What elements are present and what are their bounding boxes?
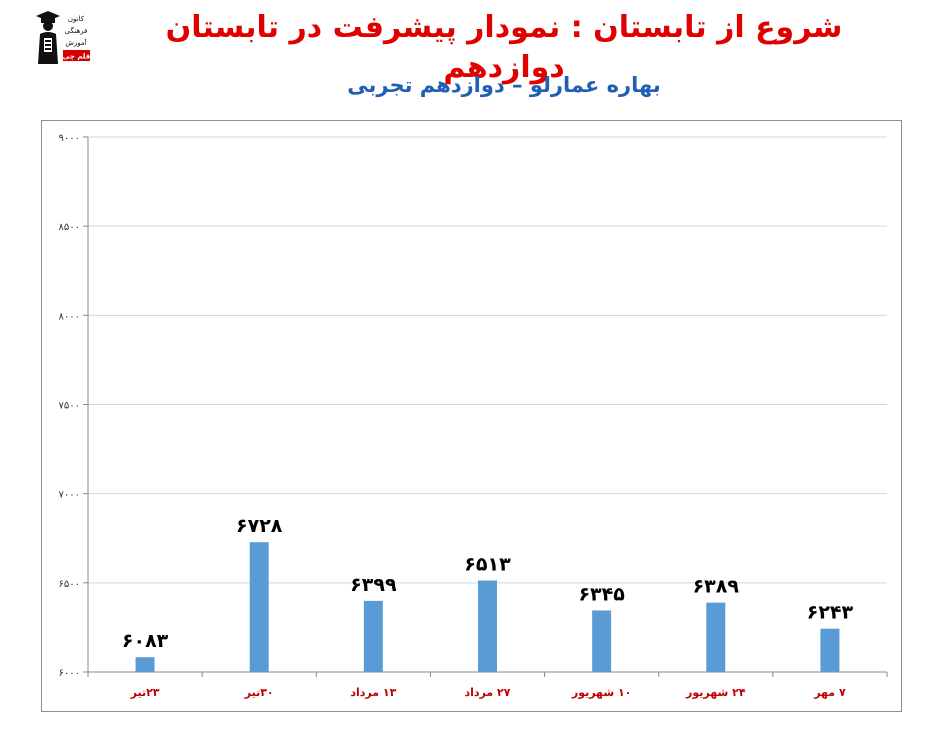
x-tick-label: ۱۳ مرداد <box>350 686 396 699</box>
x-tick-label: ۳۰تیر <box>244 686 274 699</box>
y-tick-label: ۸۰۰۰ <box>59 311 80 322</box>
y-tick-label: ۶۰۰۰ <box>59 668 80 679</box>
x-tick-label: ۱۰ شهریور <box>571 686 632 699</box>
bar <box>249 542 269 672</box>
x-tick-label: ۷ مهر <box>813 686 846 699</box>
bar <box>592 610 612 672</box>
data-label: ۶۷۲۸ <box>236 515 283 537</box>
data-label: ۶۳۴۵ <box>578 583 625 605</box>
bar <box>135 657 155 672</box>
y-tick-label: ۸۵۰۰ <box>59 222 80 233</box>
x-tick-label: ۲۷ مرداد <box>465 686 511 699</box>
svg-text:قلم چی: قلم چی <box>63 53 91 61</box>
chart-area: ۶۰۰۰ ۶۵۰۰ ۷۰۰۰ ۷۵۰۰ ۸۰۰۰ ۸۵۰۰ ۹۰۰۰ ۶۰۸۳ ۲۳تیر ۶۷۲… <box>41 120 902 712</box>
y-tick-label: ۶۵۰۰ <box>59 579 80 590</box>
data-label: ۶۲۴۳ <box>807 602 854 624</box>
y-tick-label: ۷۰۰۰ <box>59 490 80 501</box>
gridlines <box>88 136 887 584</box>
bar-chart: ۶۰۰۰ ۶۵۰۰ ۷۰۰۰ ۷۵۰۰ ۸۰۰۰ ۸۵۰۰ ۹۰۰۰ ۶۰۸۳ ۲۳تیر ۶۷۲… <box>59 133 888 699</box>
bar <box>820 628 840 672</box>
bar <box>706 602 726 672</box>
x-tick-label: ۲۳تیر <box>130 686 160 699</box>
institute-logo: کانون فرهنگی آموزش قلم چی <box>30 8 92 66</box>
data-label: ۶۵۱۳ <box>464 554 511 576</box>
page-title: شروع از تابستان : نمودار پیشرفت در تابست… <box>165 10 843 85</box>
labels: ۶۰۰۰ ۶۵۰۰ ۷۰۰۰ ۷۵۰۰ ۸۰۰۰ ۸۵۰۰ ۹۰۰۰ ۶۰۸۳ ۲۳تیر ۶۷۲… <box>59 133 854 699</box>
bar <box>363 600 383 672</box>
y-tick-label: ۷۵۰۰ <box>59 401 80 412</box>
svg-text:فرهنگی: فرهنگی <box>65 26 88 35</box>
bar <box>478 580 497 672</box>
data-label: ۶۳۹۹ <box>350 574 397 596</box>
data-label: ۶۰۸۳ <box>122 630 169 652</box>
bars <box>135 542 840 672</box>
x-tick-label: ۲۴ شهریور <box>685 686 746 699</box>
svg-text:کانون: کانون <box>68 15 85 23</box>
y-tick-label: ۹۰۰۰ <box>59 133 80 144</box>
data-label: ۶۳۸۹ <box>693 576 740 598</box>
page-subtitle: بهاره عمارلو – دوازدهم تجربی <box>347 73 661 97</box>
svg-text:آموزش: آموزش <box>65 38 87 47</box>
